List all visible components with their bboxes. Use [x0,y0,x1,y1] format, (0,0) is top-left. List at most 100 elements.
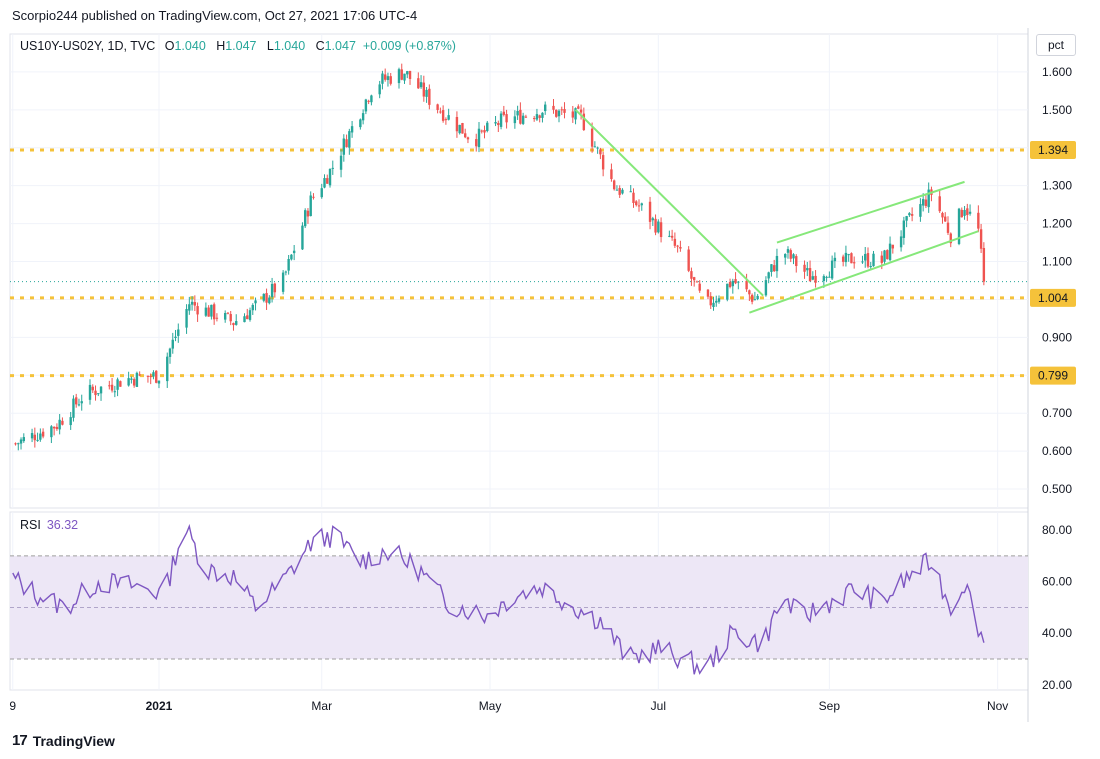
candle-body [243,316,246,323]
x-tick-label: 9 [9,699,16,713]
candle-body [135,372,139,387]
candle-body [455,116,459,132]
candle-body [577,106,580,109]
close-value: 1.047 [324,39,356,53]
candle-body [110,384,114,391]
trendline [574,109,764,297]
candle-body [383,74,387,80]
x-tick-label: Jul [651,699,666,713]
rsi-label[interactable]: RSI [20,518,41,532]
scale-pct-button[interactable]: pct [1036,34,1076,56]
candle-body [386,76,390,81]
candle-body [924,199,928,206]
candle-body [306,210,310,217]
candle-body [830,260,834,279]
candle-body [521,115,525,124]
symbol-label[interactable]: US10Y-US02Y, 1D, TVC [20,39,156,53]
candle-body [270,283,274,298]
candle-body [659,222,663,238]
candle-body [226,312,230,314]
high-label: H [216,39,226,53]
trendline [749,230,979,314]
candle-body [312,196,315,198]
candle-body [370,95,373,103]
candle-body [571,111,574,118]
rsi-value: 36.32 [46,518,79,532]
candle-body [55,426,59,430]
candle-body [232,323,235,326]
candle-body [254,300,257,304]
candle-body [960,209,963,218]
candle-body [814,275,817,283]
candle-body [397,69,401,84]
candle-body [941,212,944,218]
candle-body [676,245,679,247]
candle-body [806,268,809,271]
chart-svg[interactable]: 92021MarMayJulSepNov0.5000.6000.7000.800… [0,28,1100,722]
price-tick-label: 0.600 [1042,444,1072,458]
x-tick-label: Nov [987,699,1008,713]
candle-body [303,210,307,227]
candle-body [599,149,602,155]
candle-body [673,238,677,246]
candle-body [326,178,329,184]
brand-name: TradingView [32,732,115,749]
candle-body [966,208,969,216]
candle-body [19,439,23,444]
candle-body [157,380,161,384]
open-label: O [164,39,175,53]
candle-body [273,283,277,293]
candle-body [235,321,238,325]
candle-body [447,115,450,120]
open-value: 1.040 [174,39,206,53]
level-badge [1030,288,1076,307]
price-tick-label: 0.900 [1042,330,1072,344]
candle-body [968,211,972,214]
candle-body [196,306,199,315]
candle-body [146,375,150,377]
rsi-line [12,523,985,675]
tradingview-logo-icon: 17 [12,732,28,749]
price-tick-label: 1.100 [1042,255,1072,269]
candle-body [97,393,100,395]
level-label: 0.799 [1038,369,1068,383]
candle-body [921,199,925,206]
candle-body [833,257,837,262]
price-tick-label: 0.500 [1042,482,1072,496]
candle-body [886,250,889,260]
candle-body [130,378,133,380]
candle-body [808,268,812,282]
candle-body [866,253,870,267]
candle-body [872,253,875,267]
candle-body [422,82,426,97]
candle-body [516,110,519,116]
candle-body [323,178,326,188]
candle-body [505,114,508,123]
candle-body [519,109,522,124]
publish-line: Scorpio244 published on TradingView.com,… [12,8,418,23]
candle-body [378,84,381,95]
candle-body [657,221,660,233]
candle-body [654,218,657,233]
rsi-tick-label: 40.00 [1042,626,1072,640]
chart-area[interactable]: 92021MarMayJulSepNov0.5000.6000.7000.800… [0,28,1100,722]
candle-body [91,386,94,391]
candle-body [753,299,757,301]
candle-body [248,310,252,320]
candle-body [155,370,158,383]
candle-body [127,378,130,386]
price-tick-label: 1.600 [1042,65,1072,79]
candle-body [687,249,690,271]
candle-body [400,69,403,80]
candle-body [281,272,285,292]
candle-body [190,301,194,305]
candle-body [715,300,718,303]
candle-body [695,281,699,283]
price-tick-label: 1.200 [1042,217,1072,231]
candle-body [731,280,735,287]
candle-body [88,384,92,400]
candle-body [287,258,290,271]
candle-body [171,339,174,349]
candle-body [58,419,61,430]
x-tick-label: May [479,699,502,713]
